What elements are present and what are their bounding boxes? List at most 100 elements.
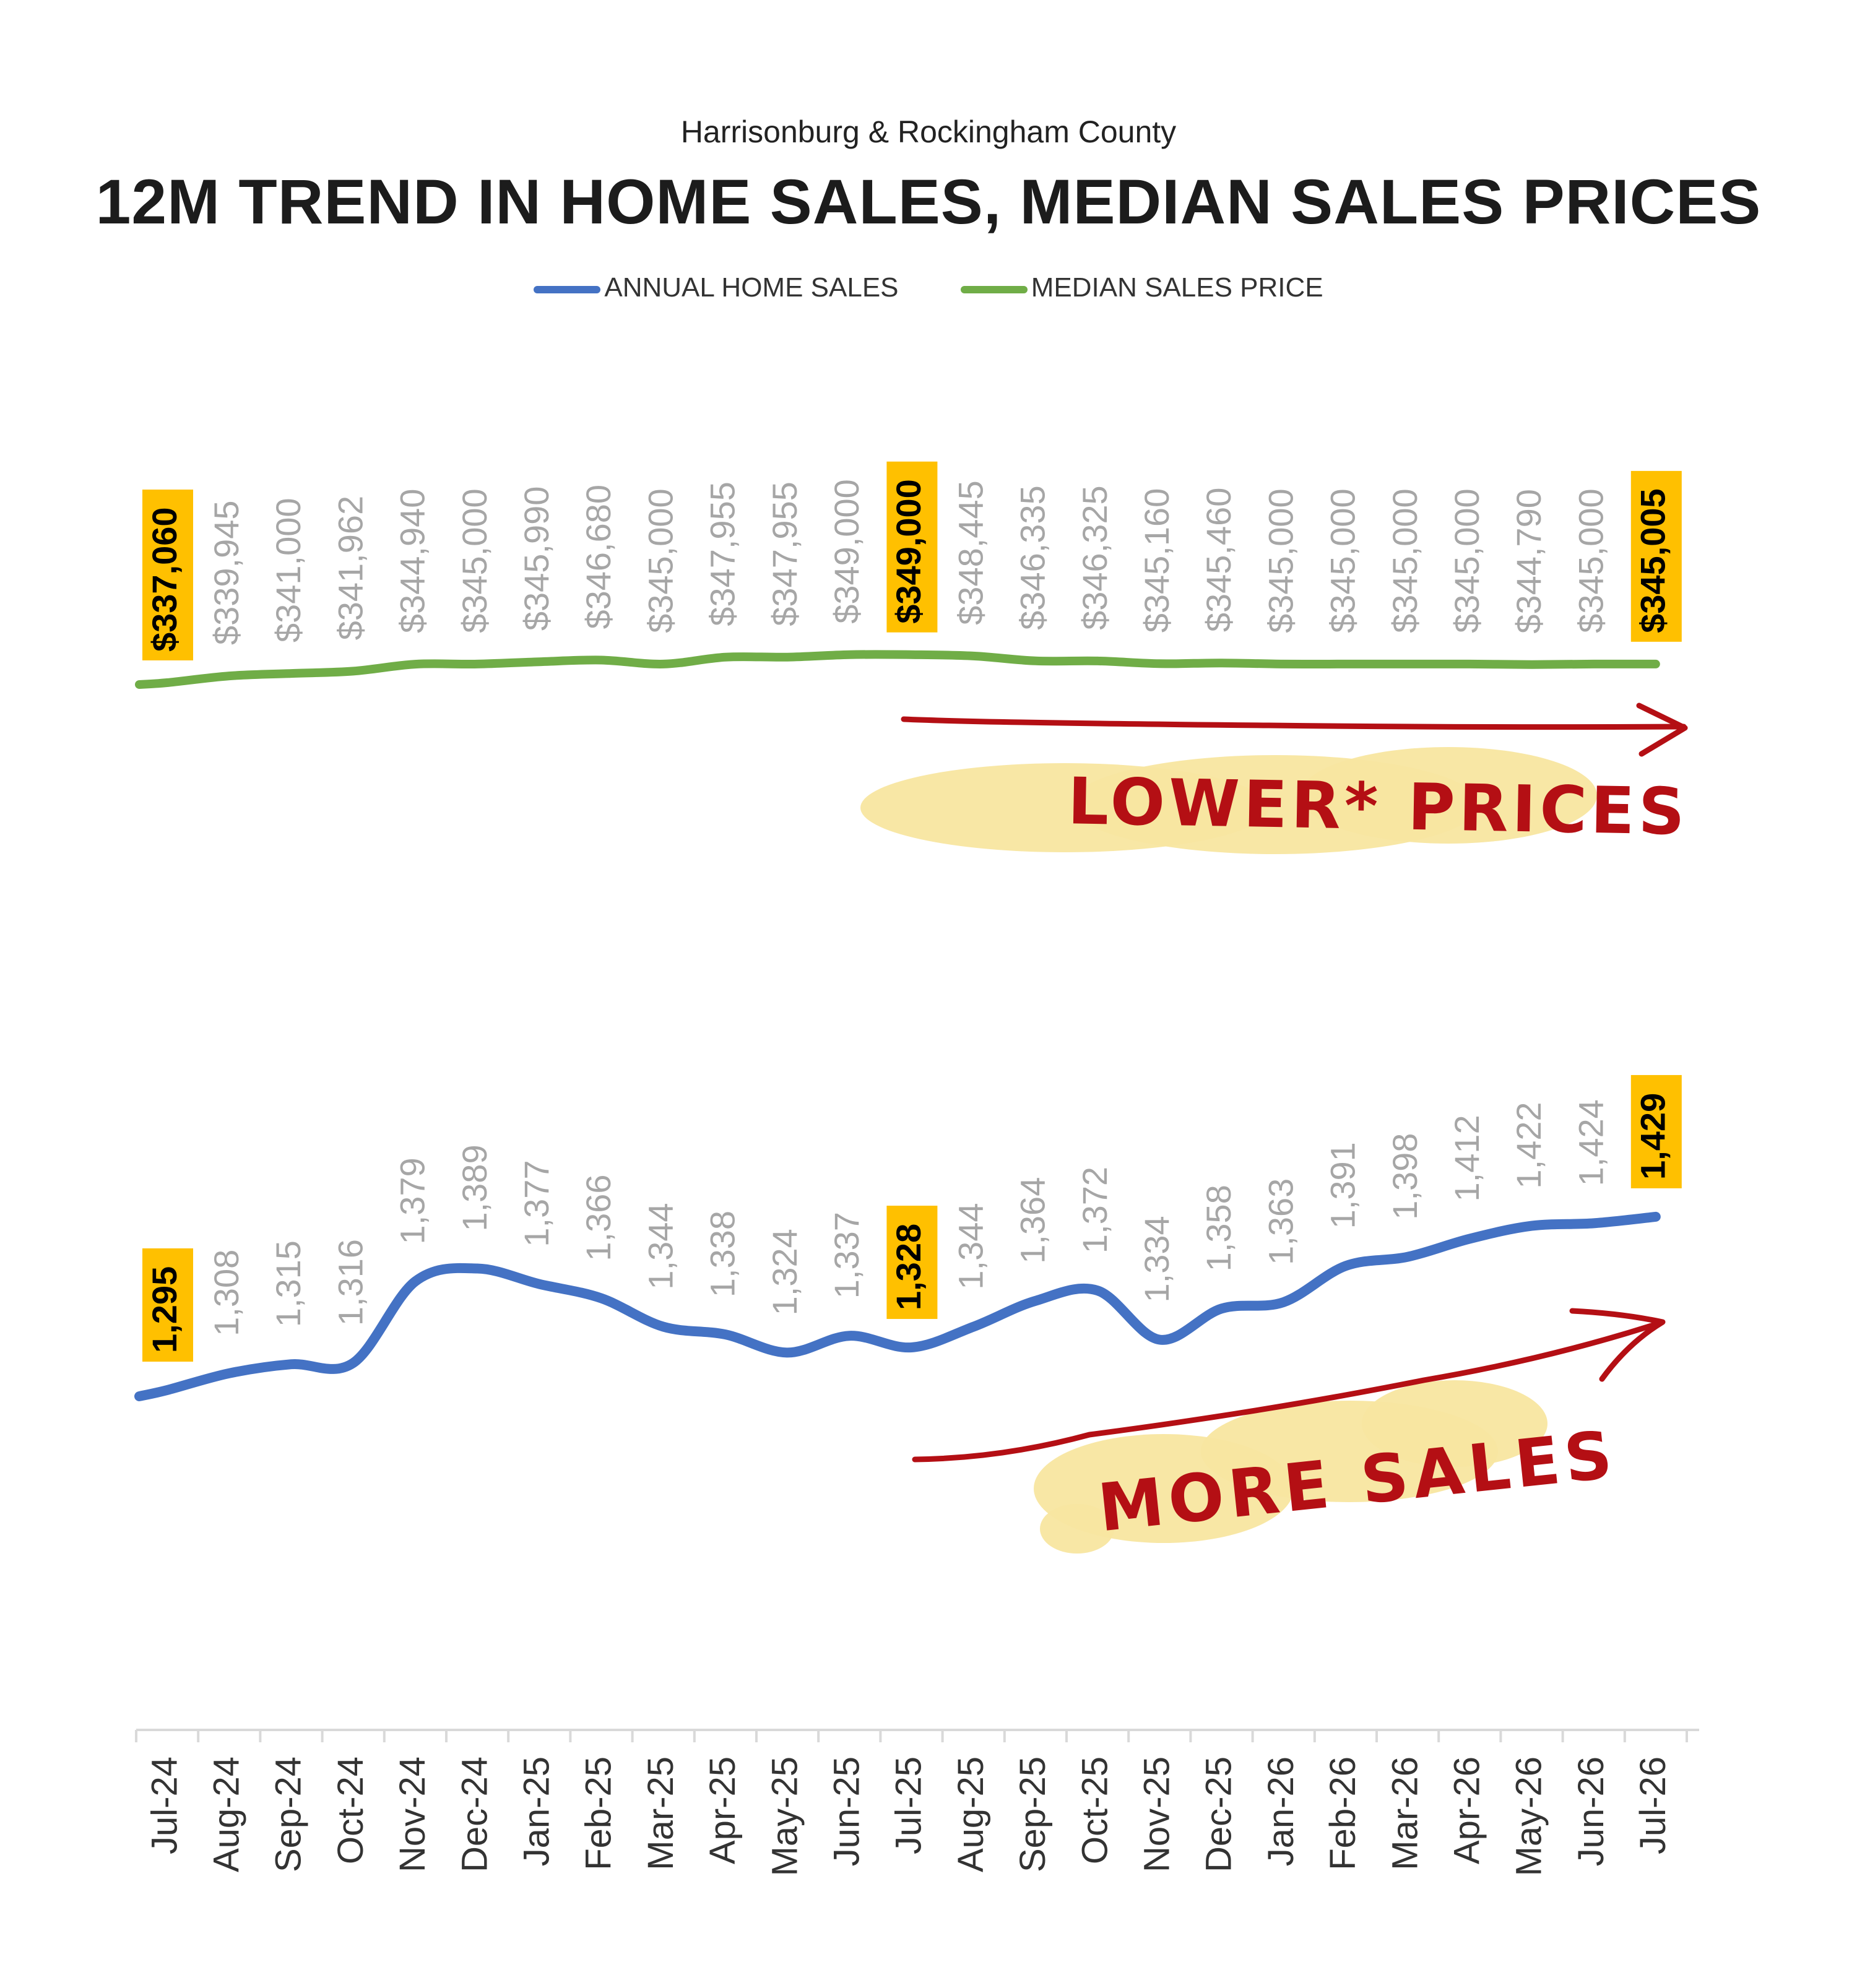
price-label-12: $349,000 (886, 461, 938, 633)
data-label-layer: $337,060 $339,945 $341,000 $341,962 $344,940… (142, 461, 1682, 1362)
x-tick-label-8: Mar-25 (641, 1757, 681, 1870)
price-label-14: $346,335 (1013, 485, 1052, 630)
sales-label-24: 1,429 (1630, 1074, 1682, 1188)
data-label-text: $349,000 (827, 479, 866, 624)
x-tick-label-21: Apr-26 (1447, 1757, 1487, 1864)
data-label-text: $345,000 (1385, 488, 1424, 633)
sales-label-3: 1,316 (331, 1239, 370, 1326)
data-label-text: $348,445 (951, 480, 990, 625)
x-tick-label-23: Jun-26 (1571, 1757, 1611, 1866)
sales-label-8: 1,344 (641, 1203, 680, 1289)
data-label-text: 1,422 (1509, 1102, 1548, 1188)
x-tick-label-19: Feb-26 (1323, 1757, 1363, 1870)
data-label-text: $345,460 (1199, 488, 1238, 633)
sales-label-2: 1,315 (269, 1240, 308, 1327)
data-label-text: $346,680 (579, 485, 618, 629)
price-label-6: $345,990 (517, 486, 556, 631)
annotation-highlight-sales (1034, 1380, 1548, 1554)
data-label-text: $346,335 (1013, 485, 1052, 630)
x-tick-label-6: Jan-25 (517, 1757, 557, 1866)
price-label-0: $337,060 (142, 490, 193, 660)
price-label-22: $344,790 (1509, 489, 1548, 634)
data-label-text: $347,955 (703, 482, 742, 626)
data-label-text: 1,363 (1261, 1178, 1300, 1265)
data-label-text: 1,316 (331, 1239, 370, 1326)
sales-label-10: 1,324 (765, 1229, 804, 1315)
price-label-16: $345,160 (1137, 488, 1176, 633)
highlight-blob (1362, 1380, 1548, 1467)
arrow-sales-head (1569, 1308, 1666, 1382)
x-tick-label-7: Feb-25 (579, 1757, 619, 1870)
data-label-text: 1,334 (1137, 1216, 1176, 1302)
legend: ANNUAL HOME SALES MEDIAN SALES PRICE (0, 271, 1857, 303)
data-label-text: 1,366 (579, 1174, 618, 1261)
price-label-13: $348,445 (951, 480, 990, 625)
price-label-7: $346,680 (579, 485, 618, 629)
sales-label-19: 1,391 (1323, 1142, 1362, 1229)
data-label-text: 1,377 (517, 1160, 556, 1247)
data-label-text: 1,344 (951, 1203, 990, 1289)
sales-label-14: 1,364 (1013, 1177, 1052, 1264)
data-label-text: 1,338 (703, 1211, 742, 1297)
data-label-text: 1,344 (641, 1203, 680, 1289)
x-tick-label-17: Dec-25 (1199, 1757, 1239, 1872)
sales-label-23: 1,424 (1571, 1099, 1610, 1186)
x-axis: Jul-24 Aug-24 Sep-24 Oct-24 Nov-24 Dec-24 Jan-… (135, 1729, 1699, 1876)
arrow-sales-line (912, 1320, 1662, 1463)
data-label-text: 1,295 (145, 1266, 184, 1353)
data-label-highlight-box (886, 461, 938, 633)
data-label-text: $347,955 (765, 482, 804, 626)
price-label-2: $341,000 (269, 498, 308, 642)
x-tick-label-20: Mar-26 (1385, 1757, 1425, 1870)
data-label-text: 1,315 (269, 1240, 308, 1327)
legend-item-sales: ANNUAL HOME SALES (534, 272, 899, 303)
data-label-text: $345,000 (641, 488, 680, 633)
arrow-prices-line (901, 716, 1687, 730)
data-label-text: $341,000 (269, 498, 308, 642)
sales-label-18: 1,363 (1261, 1178, 1300, 1265)
x-tick-label-15: Oct-25 (1075, 1757, 1115, 1864)
data-label-text: 1,379 (393, 1157, 432, 1244)
sales-label-15: 1,372 (1075, 1167, 1114, 1253)
data-label-highlight-box (1630, 1074, 1682, 1188)
price-label-17: $345,460 (1199, 488, 1238, 633)
data-label-text: 1,324 (765, 1229, 804, 1315)
x-tick-label-1: Aug-24 (207, 1757, 247, 1872)
price-label-4: $344,940 (393, 489, 432, 634)
data-label-text: $346,325 (1075, 485, 1114, 630)
data-label-text: 1,308 (207, 1250, 246, 1336)
data-label-text: 1,391 (1323, 1142, 1362, 1229)
x-tick-label-3: Oct-24 (331, 1757, 371, 1864)
x-tick-label-16: Nov-25 (1137, 1757, 1177, 1872)
price-label-24: $345,005 (1630, 470, 1682, 642)
sales-label-5: 1,389 (455, 1144, 494, 1231)
data-label-text: $345,000 (1571, 488, 1610, 633)
data-label-text: 1,337 (827, 1212, 866, 1299)
data-label-text: $345,000 (1447, 488, 1486, 633)
legend-swatch-price (960, 285, 1028, 293)
chart-subtitle: Harrisonburg & Rockingham County (680, 115, 1177, 149)
annotation-lower-prices: LOWER* PRICES (1067, 763, 1689, 849)
data-label-highlight-box (886, 1206, 938, 1320)
data-label-text: $337,060 (145, 507, 184, 652)
x-tick-label-11: Jun-25 (827, 1757, 867, 1866)
data-label-text: $345,005 (1634, 488, 1673, 633)
x-tick-label-13: Aug-25 (951, 1757, 991, 1872)
sales-label-17: 1,358 (1199, 1185, 1238, 1271)
x-tick-label-10: May-25 (764, 1757, 805, 1876)
price-label-23: $345,000 (1571, 488, 1610, 633)
sales-label-0: 1,295 (142, 1248, 193, 1362)
data-label-text: $341,962 (331, 496, 370, 641)
x-tick-label-2: Sep-24 (269, 1757, 309, 1872)
sales-label-21: 1,412 (1447, 1115, 1486, 1201)
highlight-blob (1300, 747, 1597, 844)
data-label-text: 1,398 (1385, 1133, 1424, 1220)
data-label-text: $344,790 (1509, 489, 1548, 634)
sales-label-22: 1,422 (1509, 1102, 1548, 1188)
x-tick-label-5: Dec-24 (454, 1757, 495, 1872)
x-tick-label-0: Jul-24 (144, 1757, 184, 1854)
legend-label-price: MEDIAN SALES PRICE (1031, 272, 1323, 303)
x-tick-label-24: Jul-26 (1633, 1757, 1673, 1854)
legend-item-price: MEDIAN SALES PRICE (960, 272, 1323, 303)
